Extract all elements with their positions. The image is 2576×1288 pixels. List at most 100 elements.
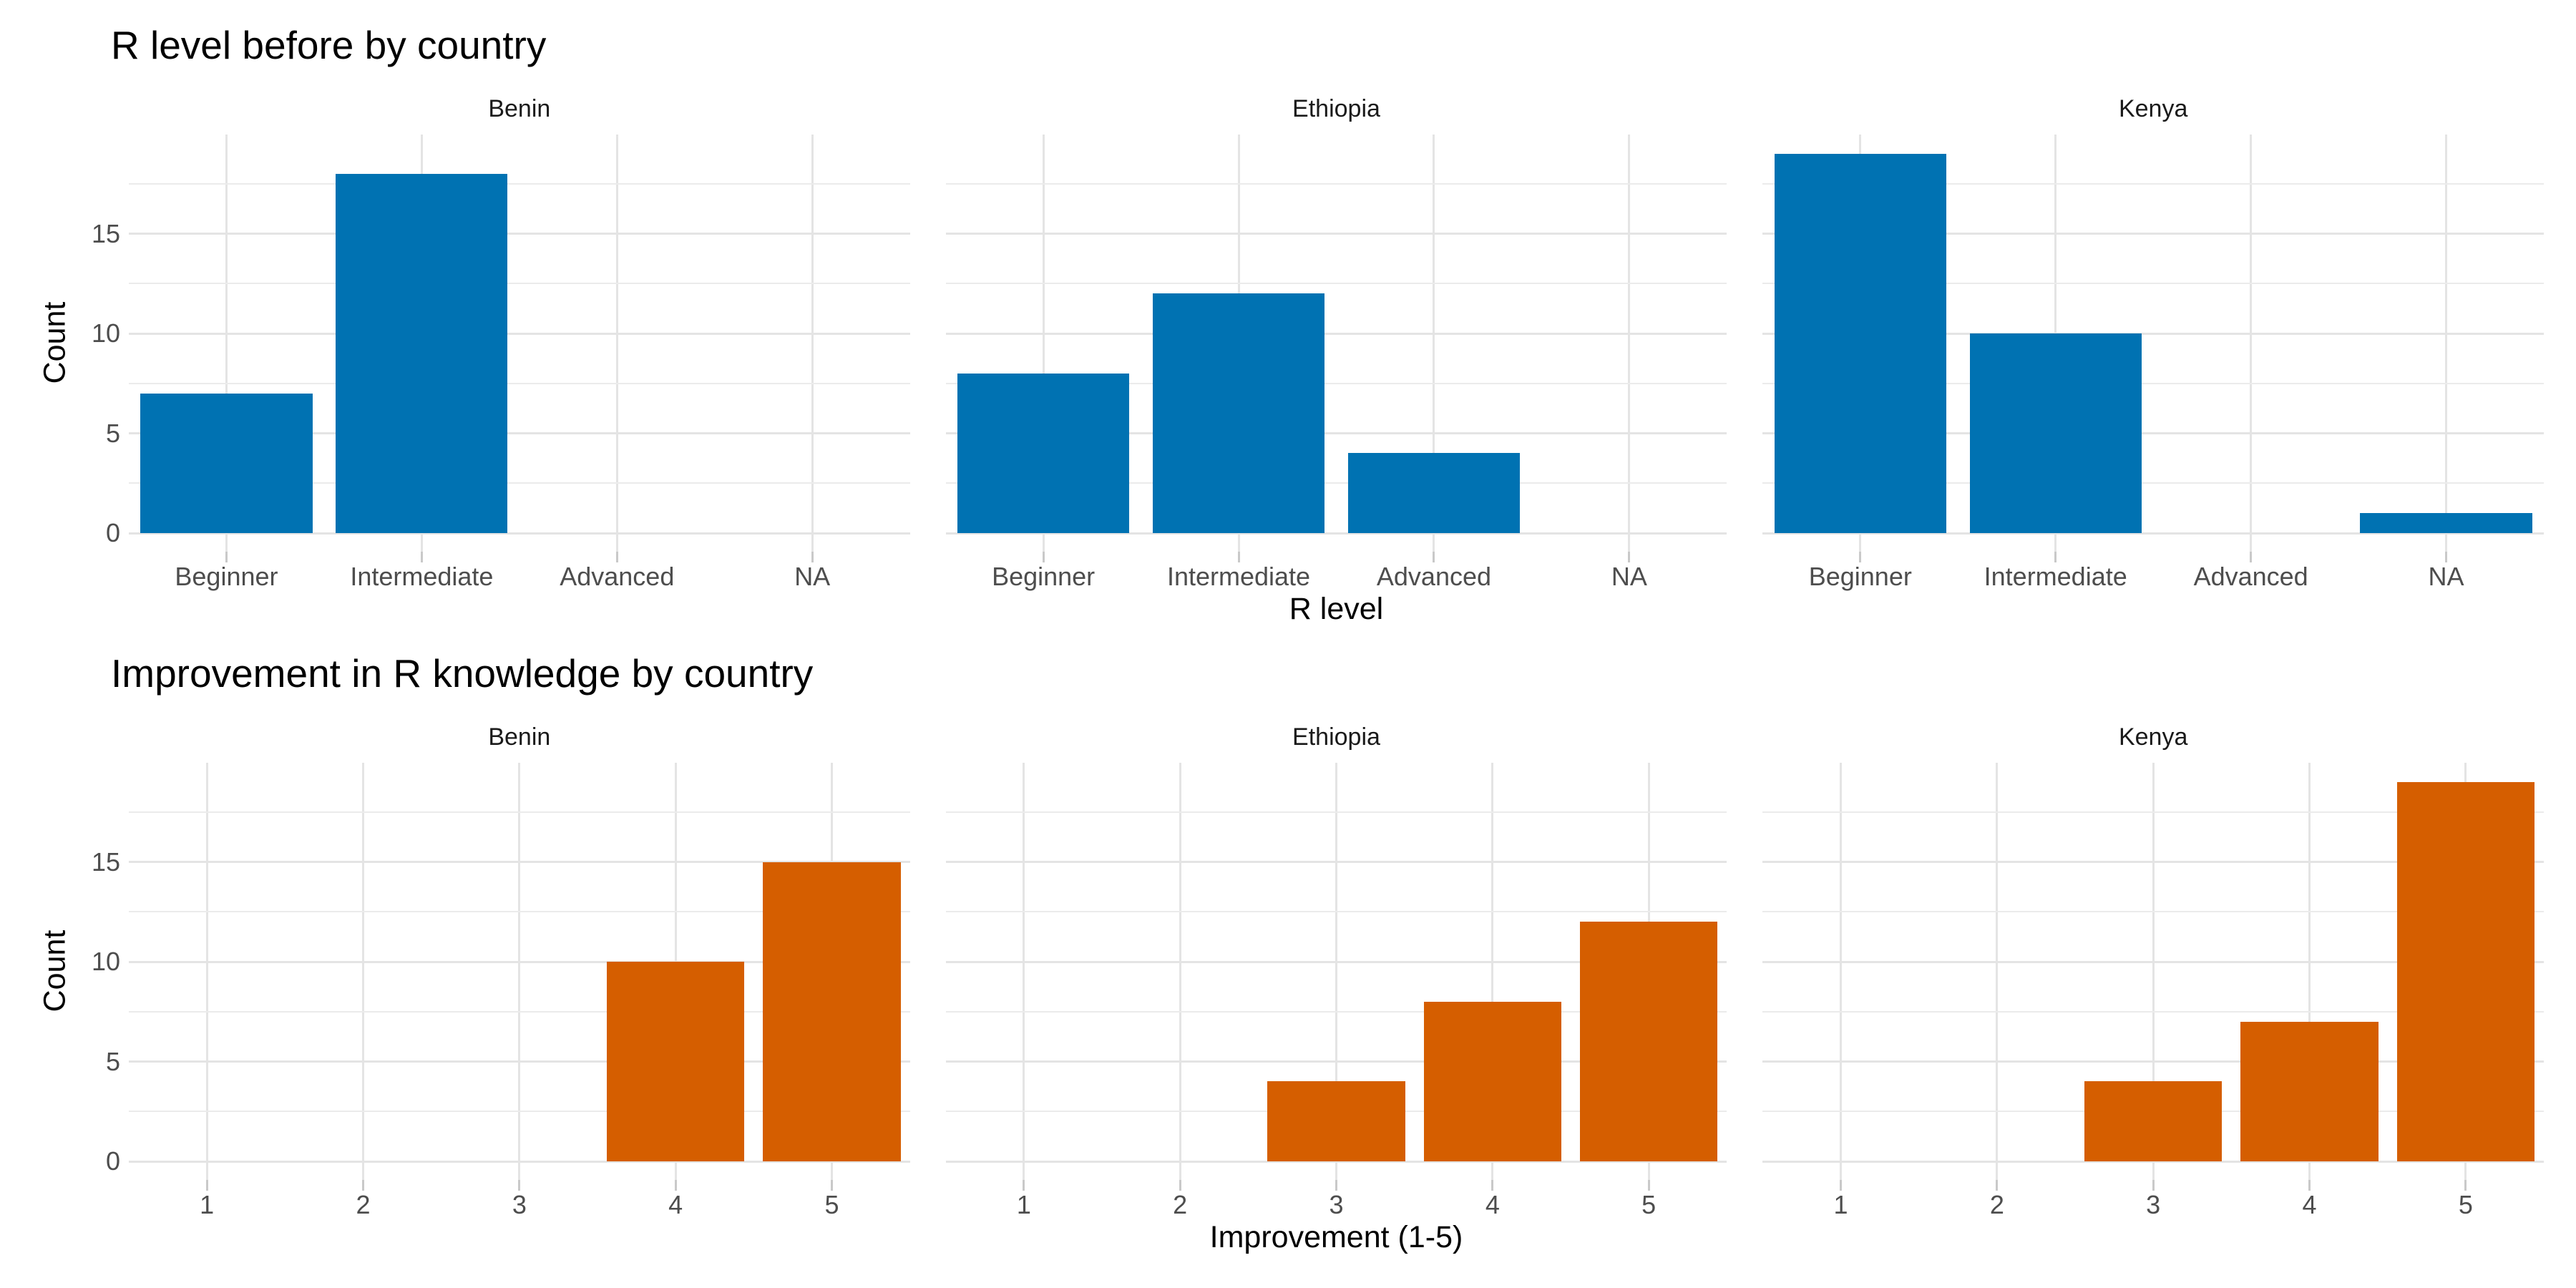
facet-label-kenya: Kenya (2118, 95, 2188, 122)
gridline-major (1762, 1160, 2544, 1163)
bar-benin-intermediate (336, 173, 508, 533)
gridline-major (129, 960, 910, 963)
x-tick-label: 1 (200, 1190, 215, 1219)
facet-panel-benin (129, 135, 910, 552)
x-tick-label: 4 (668, 1190, 683, 1219)
y-tick-label: 0 (105, 1146, 120, 1176)
gridline-major (1762, 532, 2544, 535)
bar-kenya-4 (2240, 1021, 2379, 1161)
x-tick-mark (2445, 552, 2448, 562)
gridline-major (945, 332, 1727, 335)
gridline-vertical (205, 763, 208, 1180)
x-tick-label: Beginner (175, 562, 278, 591)
gridline-vertical (2308, 763, 2311, 1180)
bar-kenya-beginner (1774, 153, 1946, 533)
y-tick-label: 5 (105, 1046, 120, 1076)
x-tick-label: 4 (2302, 1190, 2317, 1219)
y-tick-label: 10 (91, 947, 120, 976)
x-tick-mark (1042, 552, 1045, 562)
gridline-vertical (1996, 763, 1999, 1180)
x-tick-mark (2308, 1180, 2311, 1191)
facet-label-ethiopia: Ethiopia (1292, 723, 1380, 751)
gridline-major (129, 1160, 910, 1163)
gridline-major (1762, 332, 2544, 335)
gridline-minor (1762, 482, 2544, 484)
gridline-minor (129, 911, 910, 913)
y-tick-label: 15 (91, 847, 120, 877)
gridline-vertical (2445, 135, 2448, 552)
gridline-major (945, 233, 1727, 235)
x-tick-mark (518, 1180, 521, 1191)
x-tick-label: 1 (1833, 1190, 1848, 1219)
gridline-minor (945, 911, 1727, 913)
gridline-minor (945, 811, 1727, 813)
x-tick-mark (1996, 1180, 1999, 1191)
x-tick-label: 4 (1485, 1190, 1500, 1219)
x-tick-label: Intermediate (350, 562, 494, 591)
gridline-minor (945, 283, 1727, 285)
x-tick-label: Advanced (2193, 562, 2308, 591)
chart-title: R level before by country (111, 23, 547, 67)
x-tick-mark (674, 1180, 677, 1191)
gridline-minor (129, 182, 910, 185)
x-tick-label: 3 (2146, 1190, 2161, 1219)
x-tick-label: 1 (1016, 1190, 1031, 1219)
y-tick-label: 10 (91, 318, 120, 348)
bar-benin-4 (607, 962, 745, 1161)
gridline-major (129, 332, 910, 335)
gridline-vertical (1023, 763, 1025, 1180)
gridline-minor (945, 1010, 1727, 1013)
gridline-vertical (1433, 135, 1435, 552)
x-tick-mark (831, 1180, 833, 1191)
x-axis-title: Improvement (1-5) (1209, 1220, 1463, 1254)
gridline-major (945, 1060, 1727, 1063)
bar-ethiopia-5 (1580, 922, 1718, 1161)
x-tick-mark (1179, 1180, 1181, 1191)
x-tick-mark (1647, 1180, 1650, 1191)
x-tick-mark (205, 1180, 208, 1191)
x-tick-label: 5 (2458, 1190, 2473, 1219)
x-tick-label: Intermediate (1166, 562, 1311, 591)
x-tick-label: 5 (1641, 1190, 1657, 1219)
gridline-minor (129, 283, 910, 285)
facet-panel-kenya (1762, 763, 2544, 1180)
x-tick-label: Intermediate (1984, 562, 2127, 591)
gridline-minor (945, 182, 1727, 185)
x-tick-mark (1433, 552, 1435, 562)
x-tick-mark (2152, 1180, 2155, 1191)
gridline-major (945, 960, 1727, 963)
bar-ethiopia-advanced (1347, 453, 1521, 533)
gridline-major (129, 532, 910, 535)
bar-kenya-5 (2396, 781, 2534, 1161)
gridline-vertical (2152, 763, 2155, 1180)
gridline-major (945, 532, 1727, 535)
gridline-vertical (225, 135, 228, 552)
gridline-minor (945, 382, 1727, 384)
gridline-minor (1762, 182, 2544, 185)
gridline-major (1762, 1060, 2544, 1063)
bar-kenya-na (2360, 513, 2532, 533)
gridline-vertical (2250, 135, 2253, 552)
x-tick-mark (1840, 1180, 1842, 1191)
gridline-vertical (518, 763, 521, 1180)
gridline-major (945, 432, 1727, 434)
gridline-major (129, 432, 910, 434)
x-tick-label: Advanced (560, 562, 675, 591)
facet-label-ethiopia: Ethiopia (1292, 95, 1380, 122)
x-tick-label: NA (2428, 562, 2464, 591)
x-tick-mark (2054, 552, 2057, 562)
bar-kenya-3 (2084, 1081, 2223, 1161)
x-tick-mark (1628, 552, 1631, 562)
gridline-major (129, 861, 910, 863)
gridline-minor (945, 482, 1727, 484)
bar-ethiopia-3 (1267, 1081, 1405, 1161)
gridline-minor (1762, 283, 2544, 285)
x-tick-mark (420, 552, 423, 562)
x-tick-mark (1023, 1180, 1025, 1191)
bar-ethiopia-intermediate (1152, 293, 1325, 533)
gridline-major (129, 1060, 910, 1063)
gridline-vertical (362, 763, 364, 1180)
gridline-major (129, 233, 910, 235)
x-tick-label: 2 (1989, 1190, 2004, 1219)
